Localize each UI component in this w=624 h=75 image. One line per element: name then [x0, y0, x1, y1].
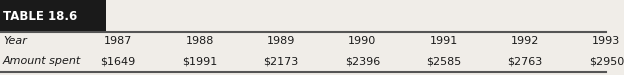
Text: $2173: $2173 [263, 56, 298, 67]
Text: 1993: 1993 [592, 36, 620, 46]
Text: $2585: $2585 [426, 56, 461, 67]
Text: $1649: $1649 [100, 56, 136, 67]
Text: Amount spent: Amount spent [3, 56, 81, 67]
Text: 1990: 1990 [348, 36, 376, 46]
Text: $2396: $2396 [344, 56, 380, 67]
FancyBboxPatch shape [0, 0, 106, 32]
Text: TABLE 18.6: TABLE 18.6 [3, 10, 77, 23]
Text: 1989: 1989 [267, 36, 295, 46]
Text: 1987: 1987 [104, 36, 132, 46]
Text: $2950: $2950 [589, 56, 624, 67]
Text: 1992: 1992 [511, 36, 539, 46]
Text: $2763: $2763 [507, 56, 543, 67]
Text: 1991: 1991 [429, 36, 458, 46]
Text: Year: Year [3, 36, 27, 46]
Text: 1988: 1988 [185, 36, 214, 46]
Text: $1991: $1991 [182, 56, 217, 67]
